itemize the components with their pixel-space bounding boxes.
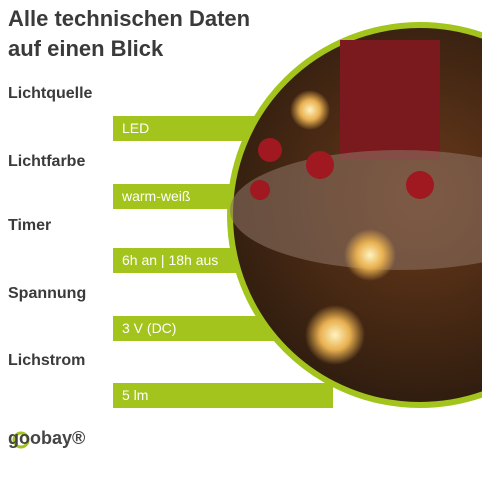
light-ball <box>344 229 396 281</box>
candle <box>340 40 440 160</box>
spec-value: LED <box>122 120 150 136</box>
spec-label: Lichstrom <box>8 352 86 369</box>
berry <box>250 180 270 200</box>
berry <box>406 171 434 199</box>
light-ball <box>305 305 365 365</box>
title: auf einen Blick <box>8 36 164 61</box>
spec-label: Spannung <box>8 285 87 302</box>
spec-value: 5 lm <box>122 387 149 403</box>
spec-bar <box>113 383 333 408</box>
title: Alle technischen Daten <box>8 6 251 31</box>
spec-value: warm-weiß <box>122 188 191 204</box>
berry <box>258 138 282 162</box>
spec-label: Timer <box>8 217 52 234</box>
spec-label: Lichtquelle <box>8 85 93 102</box>
logo: goobay® <box>8 428 86 448</box>
spec-value: 3 V (DC) <box>122 320 177 336</box>
logo-mark <box>12 431 30 449</box>
berry <box>306 151 334 179</box>
spec-label: Lichtfarbe <box>8 153 86 170</box>
light-ball <box>290 90 330 130</box>
spec-value: 6h an | 18h aus <box>122 252 219 268</box>
